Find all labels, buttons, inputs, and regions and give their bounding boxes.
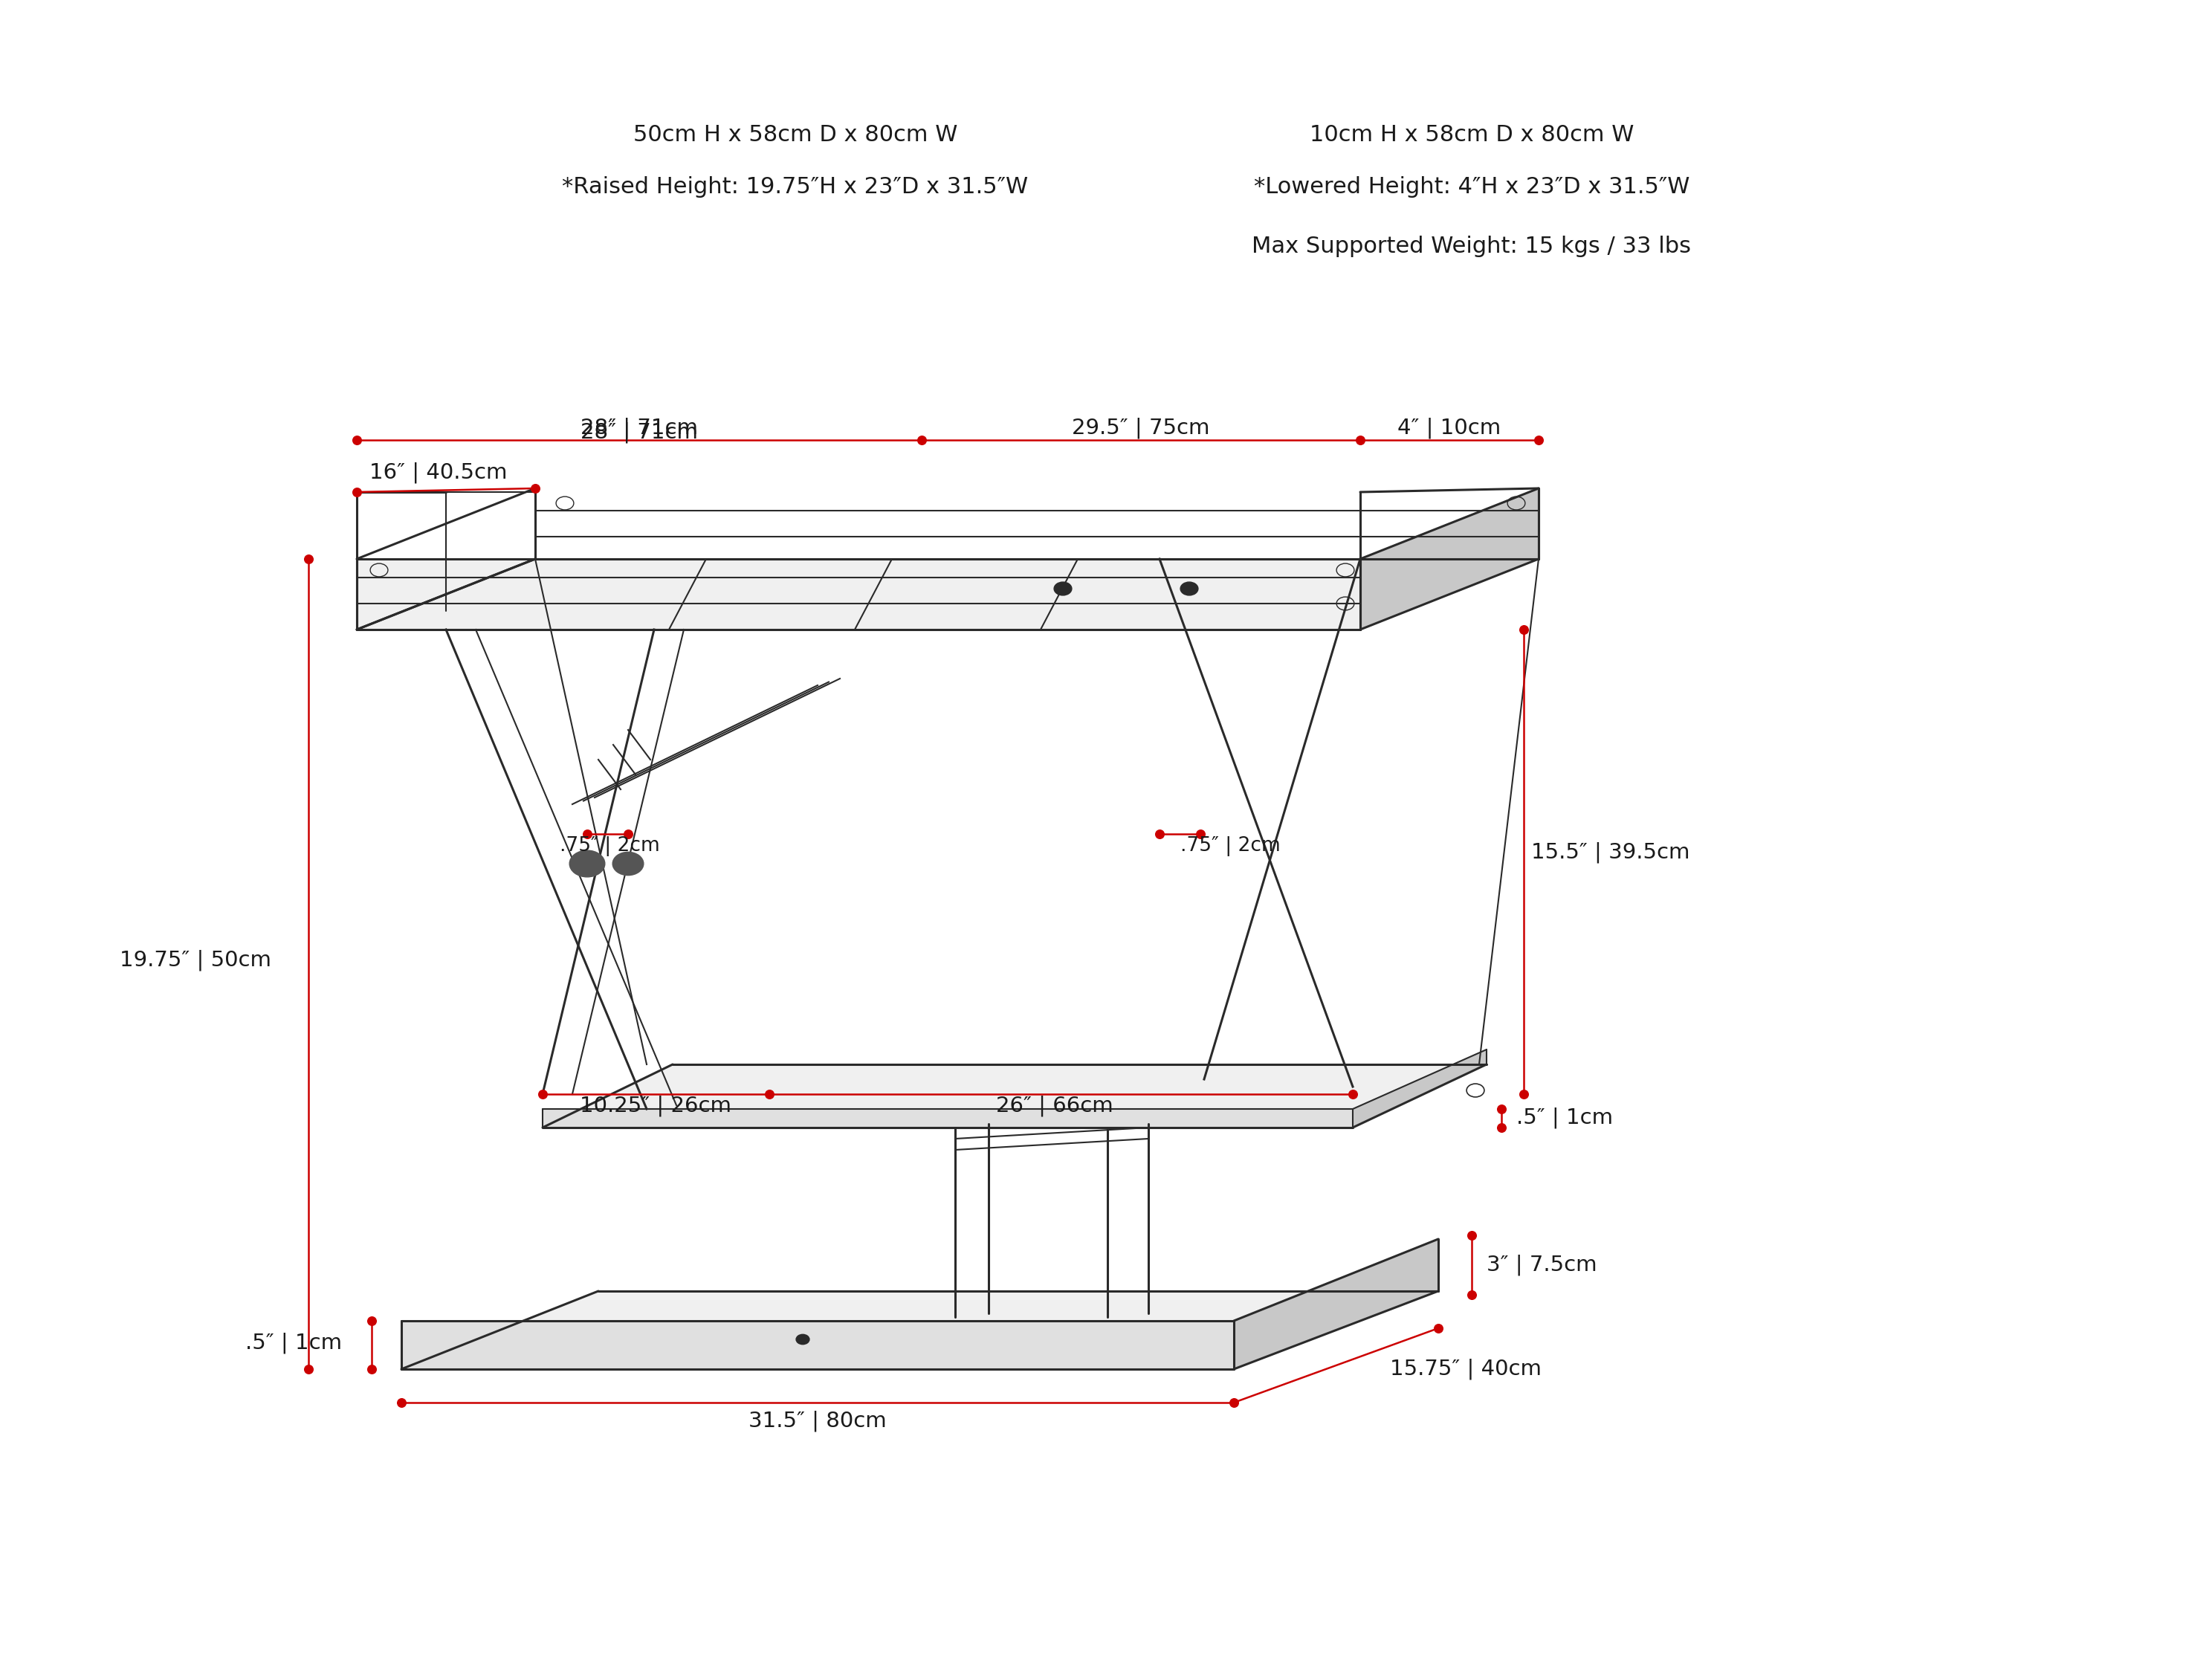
Point (290, 1355, 325, 1382)
Point (1183, 821, 1219, 848)
Polygon shape (542, 1108, 1354, 1128)
Point (905, 426, 940, 453)
Point (1484, 1115, 1520, 1141)
Polygon shape (542, 1065, 1486, 1128)
Text: 19.75″ | 50cm: 19.75″ | 50cm (119, 949, 272, 971)
Polygon shape (356, 559, 1540, 629)
Text: 50cm H x 58cm D x 80cm W: 50cm H x 58cm D x 80cm W (633, 124, 958, 146)
Text: 29.5″ | 75cm: 29.5″ | 75cm (1073, 418, 1210, 440)
Circle shape (796, 1334, 810, 1344)
Point (752, 1080, 787, 1107)
Point (1484, 1095, 1520, 1121)
Point (1420, 1316, 1455, 1342)
Text: .5″ | 1cm: .5″ | 1cm (246, 1332, 343, 1354)
Text: 4″ | 10cm: 4″ | 10cm (1398, 418, 1502, 440)
Point (568, 821, 604, 848)
Polygon shape (400, 1321, 1234, 1369)
Circle shape (1055, 582, 1073, 596)
Polygon shape (1360, 488, 1540, 629)
Circle shape (613, 853, 644, 876)
Point (338, 479, 374, 506)
Text: 3″ | 7.5cm: 3″ | 7.5cm (1486, 1254, 1597, 1276)
Point (1343, 426, 1378, 453)
Text: 10cm H x 58cm D x 80cm W: 10cm H x 58cm D x 80cm W (1310, 124, 1635, 146)
Text: 15.75″ | 40cm: 15.75″ | 40cm (1389, 1359, 1542, 1380)
Text: 31.5″ | 80cm: 31.5″ | 80cm (748, 1410, 887, 1432)
Point (338, 426, 374, 453)
Text: 10.25″ | 26cm: 10.25″ | 26cm (580, 1095, 732, 1117)
Point (354, 1355, 389, 1382)
Polygon shape (400, 1291, 1438, 1369)
Point (1506, 615, 1542, 642)
Text: .75″ | 2cm: .75″ | 2cm (560, 836, 659, 856)
Text: 16″ | 40.5cm: 16″ | 40.5cm (369, 463, 507, 483)
Point (1522, 426, 1557, 453)
Point (1217, 1389, 1252, 1415)
Point (1336, 1080, 1371, 1107)
Text: *Raised Height: 19.75″H x 23″D x 31.5″W: *Raised Height: 19.75″H x 23″D x 31.5″W (562, 176, 1029, 197)
Point (1453, 1223, 1489, 1249)
Point (383, 1389, 418, 1415)
Point (354, 1307, 389, 1334)
Polygon shape (356, 559, 1360, 629)
Point (1453, 1281, 1489, 1307)
Circle shape (568, 851, 604, 878)
Polygon shape (1354, 1050, 1486, 1128)
Text: 26″ | 66cm: 26″ | 66cm (995, 1095, 1113, 1117)
Text: 28″ | 71cm: 28″ | 71cm (580, 418, 699, 440)
Point (1141, 821, 1177, 848)
Polygon shape (1234, 1239, 1438, 1369)
Text: Max Supported Weight: 15 kgs / 33 lbs: Max Supported Weight: 15 kgs / 33 lbs (1252, 236, 1692, 257)
Text: .75″ | 2cm: .75″ | 2cm (1181, 836, 1281, 856)
Text: 15.5″ | 39.5cm: 15.5″ | 39.5cm (1531, 843, 1690, 863)
Point (1506, 1080, 1542, 1107)
Point (518, 474, 553, 501)
Point (524, 1080, 560, 1107)
Point (611, 821, 646, 848)
Text: .5″ | 1cm: .5″ | 1cm (1515, 1107, 1613, 1128)
Text: 28″ | 71cm: 28″ | 71cm (580, 421, 699, 443)
Text: *Lowered Height: 4″H x 23″D x 31.5″W: *Lowered Height: 4″H x 23″D x 31.5″W (1254, 176, 1690, 197)
Point (290, 546, 325, 572)
Circle shape (1181, 582, 1199, 596)
